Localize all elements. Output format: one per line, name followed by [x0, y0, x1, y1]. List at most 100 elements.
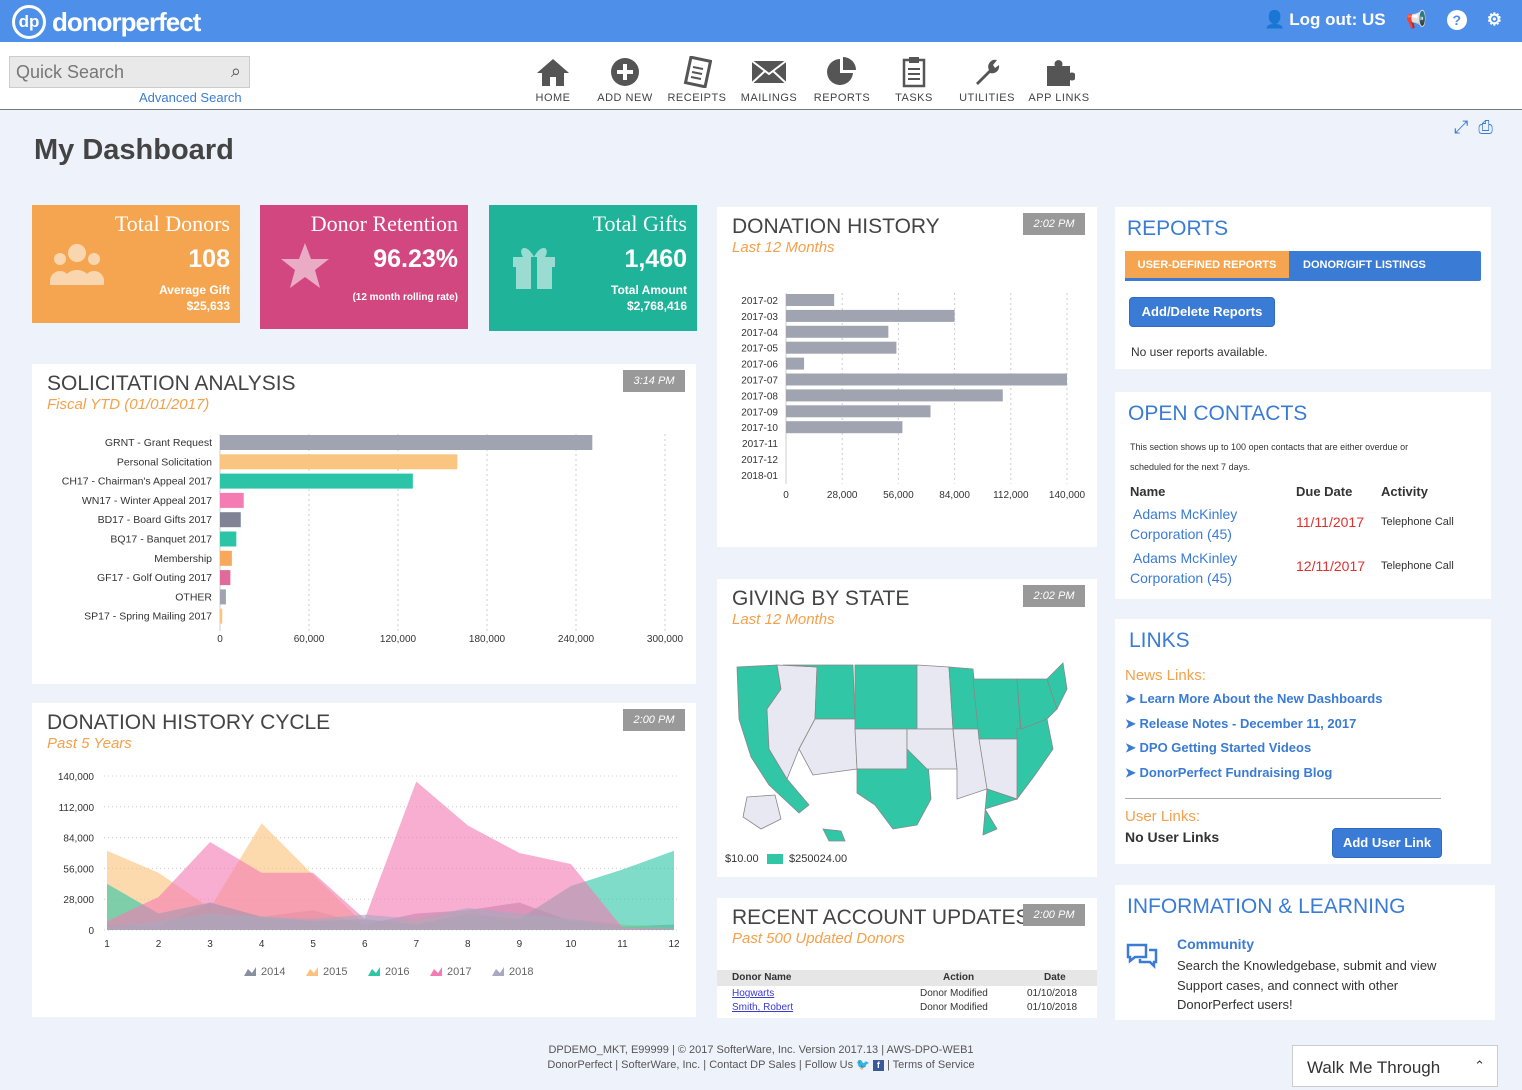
col-header: Action: [943, 972, 975, 983]
news-link[interactable]: ➤ DPO Getting Started Videos: [1125, 736, 1382, 761]
chevron-right-icon: ➤: [1125, 691, 1140, 706]
map-region-carolinas[interactable]: [1016, 718, 1054, 801]
map-region-great-lakes[interactable]: [972, 678, 1022, 740]
category-label: GF17 - Golf Outing 2017: [97, 572, 212, 584]
map-region-nm[interactable]: [854, 728, 908, 770]
news-link[interactable]: ➤ Learn More About the New Dashboards: [1125, 687, 1382, 712]
logout-link[interactable]: Log out: US: [1289, 10, 1386, 29]
category-label: 2017-06: [741, 360, 778, 371]
map-region-southeast-inner[interactable]: [978, 738, 1022, 800]
community-link[interactable]: Community: [1177, 936, 1254, 952]
terms-link[interactable]: | Terms of Service: [886, 1059, 975, 1071]
twitter-icon[interactable]: 🐦: [856, 1059, 870, 1071]
nav-label: HOME: [535, 92, 571, 104]
contact-name-link[interactable]: Adams McKinley Corporation (45): [1130, 504, 1237, 544]
map-region-tx[interactable]: [856, 748, 932, 830]
bar: [220, 492, 244, 508]
nav-mailings[interactable]: MAILINGS: [733, 54, 805, 104]
map-region-ok[interactable]: [906, 728, 958, 770]
facebook-icon[interactable]: f: [872, 1060, 884, 1071]
nav-home[interactable]: HOME: [517, 54, 589, 104]
col-header: Date: [1044, 972, 1066, 983]
card-title: GIVING BY STATE: [732, 587, 910, 610]
community-description-3: DonorPerfect users!: [1177, 997, 1293, 1012]
x-tick-label: 120,000: [380, 634, 417, 645]
logo[interactable]: dp donorperfect: [12, 5, 201, 39]
logo-name: donorperfect: [52, 6, 201, 37]
footer-links[interactable]: DonorPerfect | SofterWare, Inc. | Contac…: [547, 1059, 854, 1071]
nav-reports[interactable]: REPORTS: [806, 54, 878, 104]
stat-sub-label: (12 month rolling rate): [352, 292, 458, 303]
bar: [220, 531, 237, 547]
map-region-ak[interactable]: [742, 794, 782, 830]
add-delete-reports-button[interactable]: Add/Delete Reports: [1129, 297, 1275, 327]
add-user-link-button[interactable]: Add User Link: [1332, 828, 1442, 858]
star-icon: [281, 243, 329, 288]
stat-value: 108: [188, 245, 230, 273]
walk-me-through-button[interactable]: Walk Me Through ⌃: [1292, 1045, 1498, 1087]
chevron-right-icon: ➤: [1125, 715, 1140, 731]
wrench-icon: [951, 54, 1023, 90]
card-title: LINKS: [1129, 629, 1190, 652]
map-legend-swatch: [767, 854, 783, 864]
stat-sub-value: $25,633: [186, 299, 230, 313]
map-region-mid-atlantic[interactable]: [1016, 678, 1058, 730]
nav-add-new[interactable]: ADD NEW: [589, 54, 661, 104]
quick-search-input[interactable]: Quick Search ⌕: [9, 56, 250, 88]
x-tick-label: 180,000: [469, 634, 506, 645]
nav-utilities[interactable]: UTILITIES: [951, 54, 1023, 104]
nav-tasks[interactable]: TASKS: [878, 54, 950, 104]
news-link[interactable]: ➤ DonorPerfect Fundraising Blog: [1125, 761, 1382, 786]
x-tick-label: 56,000: [883, 490, 914, 501]
receipt-icon: [661, 54, 733, 90]
category-label: Personal Solicitation: [117, 456, 212, 468]
bar: [220, 473, 413, 489]
expand-icon[interactable]: ⤢: [1454, 117, 1469, 137]
stat-total-donors[interactable]: Total Donors 108 Average Gift $25,633: [32, 205, 240, 323]
timestamp-badge: 2:02 PM: [1023, 585, 1085, 607]
help-icon[interactable]: ?: [1446, 10, 1467, 30]
contacts-description-2: scheduled for the next 7 days.: [1130, 462, 1251, 472]
stat-total-gifts[interactable]: Total Gifts 1,460 Total Amount $2,768,416: [489, 205, 697, 331]
donor-link[interactable]: Smith, Robert: [732, 1002, 794, 1013]
x-tick-label: 1: [104, 939, 110, 950]
category-label: 2017-10: [741, 423, 778, 434]
bar: [786, 341, 897, 354]
x-tick-label: 3: [207, 939, 213, 950]
us-map[interactable]: $10.00 $250024.00: [717, 579, 1097, 877]
recent-updates-card: RECENT ACCOUNT UPDATES Past 500 Updated …: [717, 898, 1097, 1018]
bar: [786, 325, 889, 338]
map-region-new-england[interactable]: [1046, 662, 1068, 711]
news-link[interactable]: ➤ Release Notes - December 11, 2017: [1125, 712, 1382, 737]
x-tick-label: 140,000: [1049, 490, 1086, 501]
timestamp-badge: 3:14 PM: [623, 370, 685, 392]
map-region-az[interactable]: [798, 718, 858, 776]
tab-donor-gift-listings[interactable]: DONOR/GIFT LISTINGS: [1303, 259, 1426, 271]
category-label: 2017-04: [741, 328, 778, 339]
map-region-fl[interactable]: [982, 788, 1019, 836]
donor-link[interactable]: Hogwarts: [732, 988, 775, 999]
stat-donor-retention[interactable]: Donor Retention 96.23% (12 month rolling…: [260, 205, 468, 329]
timestamp-badge: 2:02 PM: [1023, 213, 1085, 235]
gear-icon[interactable]: ⚙: [1486, 10, 1502, 29]
map-region-hi[interactable]: [822, 828, 846, 842]
search-icon[interactable]: ⌕: [230, 61, 241, 81]
reports-card: REPORTS USER-DEFINED REPORTS DONOR/GIFT …: [1115, 207, 1491, 369]
map-region-central[interactable]: [916, 664, 954, 730]
stat-sub-label: Average Gift: [159, 283, 230, 297]
category-label: 2017-03: [741, 312, 778, 323]
bar: [220, 550, 232, 566]
map-region-plains-north[interactable]: [854, 664, 918, 730]
bar: [220, 589, 226, 605]
megaphone-icon[interactable]: 📢: [1405, 10, 1427, 29]
category-label: 2017-11: [742, 439, 778, 450]
nav-receipts[interactable]: RECEIPTS: [661, 54, 733, 104]
print-icon[interactable]: ⎙: [1478, 117, 1493, 137]
contact-name-link[interactable]: Adams McKinley Corporation (45): [1130, 548, 1237, 588]
tab-user-defined-reports[interactable]: USER-DEFINED REPORTS: [1125, 251, 1289, 281]
advanced-search-link[interactable]: Advanced Search: [139, 90, 242, 105]
legend-label: 2017: [447, 966, 471, 978]
nav-app-links[interactable]: APP LINKS: [1023, 54, 1095, 104]
legend-label: 2016: [385, 966, 409, 978]
open-contacts-card: OPEN CONTACTS This section shows up to 1…: [1115, 392, 1491, 599]
